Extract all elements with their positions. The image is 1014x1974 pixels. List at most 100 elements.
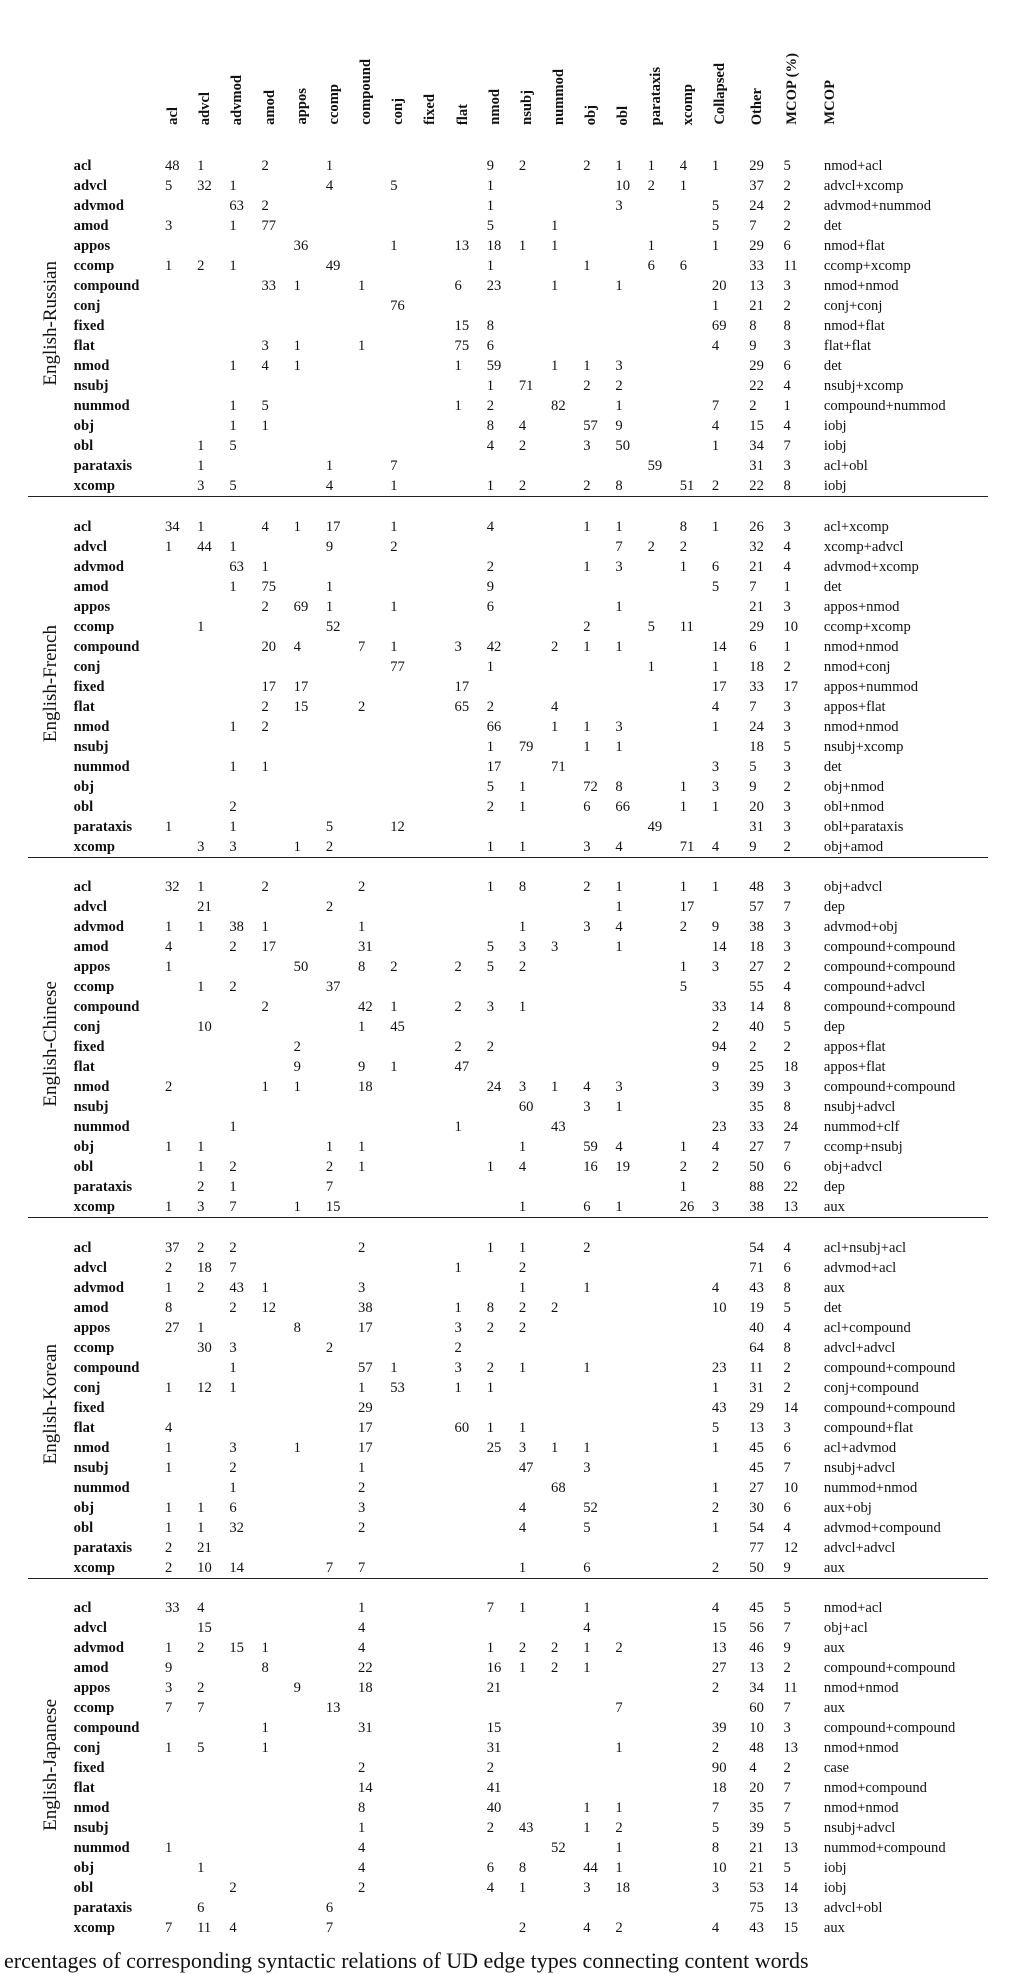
value-cell: 2 (358, 1479, 366, 1496)
value-cell (422, 657, 454, 677)
row-label: flat (73, 1780, 95, 1796)
value-cell: 3 (358, 1279, 366, 1296)
value-cell (165, 1798, 197, 1818)
value-cell (455, 196, 487, 216)
mcop-cell: det (823, 758, 842, 775)
value-cell (262, 1177, 294, 1197)
value-cell (262, 1878, 294, 1898)
value-cell (294, 316, 326, 336)
value-cell: 66 (486, 718, 502, 735)
value-cell (326, 757, 358, 777)
value-cell (648, 1157, 680, 1177)
value-cell: 20 (749, 1780, 764, 1796)
group-separator (28, 136, 988, 156)
row-label: conj (73, 1740, 101, 1756)
value-cell (615, 1618, 647, 1638)
value-cell: 10 (749, 1720, 764, 1736)
value-cell (583, 757, 615, 777)
value-cell (229, 1037, 261, 1057)
value-cell: 7 (783, 1459, 791, 1476)
group-label: English-Chinese (39, 981, 61, 1107)
value-cell (648, 577, 680, 597)
value-cell: 4 (518, 1159, 527, 1175)
value-cell: 9 (749, 338, 757, 354)
mcop-cell: advmod+acl (823, 1259, 897, 1276)
table-row: appos 2 69 1 1 6 1 21 3 appos+nmod (28, 597, 988, 617)
value-cell (294, 176, 326, 196)
value-cell: 1 (783, 638, 791, 655)
value-cell (294, 797, 326, 817)
value-cell (165, 376, 197, 396)
value-cell: 50 (293, 959, 309, 975)
value-cell (583, 1298, 615, 1318)
value-cell (519, 1037, 551, 1057)
value-cell (455, 1638, 487, 1658)
value-cell: 1 (615, 879, 623, 895)
value-cell: 1 (486, 1239, 494, 1256)
value-cell: 1 (293, 1439, 301, 1456)
value-cell: 2 (325, 1339, 334, 1356)
value-cell (262, 456, 294, 476)
value-cell: 1 (518, 1139, 527, 1155)
value-cell (358, 156, 390, 176)
table-row: nmod 1 4 1 1 59 1 1 3 29 6 det (28, 356, 988, 376)
value-cell (551, 1758, 583, 1778)
column-header-label: obl (615, 105, 632, 125)
mcop-cell: compound+compound (823, 1079, 956, 1095)
value-cell (294, 436, 326, 456)
value-cell (551, 1518, 583, 1538)
value-cell (487, 1137, 519, 1157)
value-cell: 2 (358, 1519, 366, 1536)
value-cell (390, 1598, 422, 1618)
row-label: fixed (73, 318, 105, 334)
value-cell (648, 1818, 680, 1838)
row-label: appos (73, 1680, 111, 1696)
value-cell: 11 (679, 618, 694, 635)
value-cell (680, 1117, 712, 1137)
value-cell (680, 937, 712, 957)
value-cell: 71 (749, 1259, 764, 1276)
value-cell (519, 456, 551, 476)
value-cell (648, 977, 680, 997)
mcop-cell: xcomp+advcl (823, 538, 904, 555)
value-cell (390, 1478, 422, 1498)
separator-cell (28, 136, 988, 156)
value-cell: 1 (197, 518, 205, 535)
value-cell: 1 (615, 1099, 623, 1115)
value-cell (455, 1478, 487, 1498)
value-cell: 1 (551, 218, 559, 234)
value-cell (712, 897, 749, 917)
value-cell (358, 456, 390, 476)
value-cell (519, 517, 551, 537)
value-cell: 3 (711, 758, 720, 775)
value-cell: 7 (783, 438, 791, 454)
column-header-label: flat (454, 103, 471, 125)
value-cell: 39 (711, 1720, 727, 1736)
value-cell: 79 (518, 738, 534, 755)
value-cell: 1 (783, 578, 791, 595)
value-cell: 3 (711, 1880, 720, 1896)
value-cell (197, 677, 229, 697)
value-cell: 2 (454, 999, 462, 1015)
value-cell (422, 1318, 454, 1338)
value-cell (262, 977, 294, 997)
value-cell (326, 797, 358, 817)
mcop-cell: compound+compound (823, 999, 956, 1015)
value-cell: 7 (749, 698, 757, 715)
value-cell (422, 897, 454, 917)
value-cell (197, 1458, 229, 1478)
value-cell (455, 1698, 487, 1718)
value-cell: 2 (197, 258, 205, 274)
value-cell: 1 (679, 558, 688, 575)
value-cell: 27 (164, 1319, 180, 1336)
value-cell: 1 (615, 1199, 623, 1215)
value-cell (422, 1057, 454, 1077)
value-cell: 4 (783, 1239, 791, 1256)
value-cell (680, 1798, 712, 1818)
value-cell (165, 997, 197, 1017)
value-cell: 17 (486, 758, 502, 775)
value-cell (358, 396, 390, 416)
value-cell (262, 1258, 294, 1278)
value-cell (648, 557, 680, 577)
value-cell (262, 1378, 294, 1398)
